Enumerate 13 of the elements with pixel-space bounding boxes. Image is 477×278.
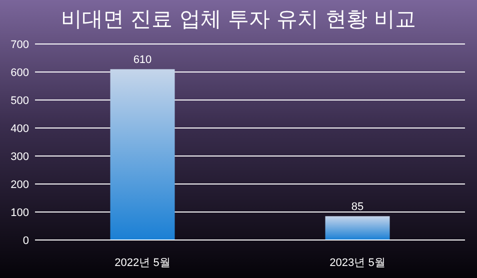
y-tick-label: 200	[10, 179, 29, 191]
y-tick-label: 300	[10, 151, 29, 163]
x-tick-label: 2023년 5월	[330, 257, 386, 269]
chart-title: 비대면 진료 업체 투자 유치 현황 비교	[60, 7, 416, 31]
y-tick-label: 100	[10, 207, 29, 219]
y-tick-label: 400	[10, 123, 29, 135]
data-label: 610	[133, 54, 152, 66]
y-tick-label: 500	[10, 95, 29, 107]
y-tick-label: 0	[22, 235, 29, 247]
x-tick-label: 2022년 5월	[114, 257, 170, 269]
data-label: 85	[351, 201, 364, 214]
y-tick-label: 700	[10, 39, 29, 51]
y-tick-label: 600	[10, 67, 29, 79]
